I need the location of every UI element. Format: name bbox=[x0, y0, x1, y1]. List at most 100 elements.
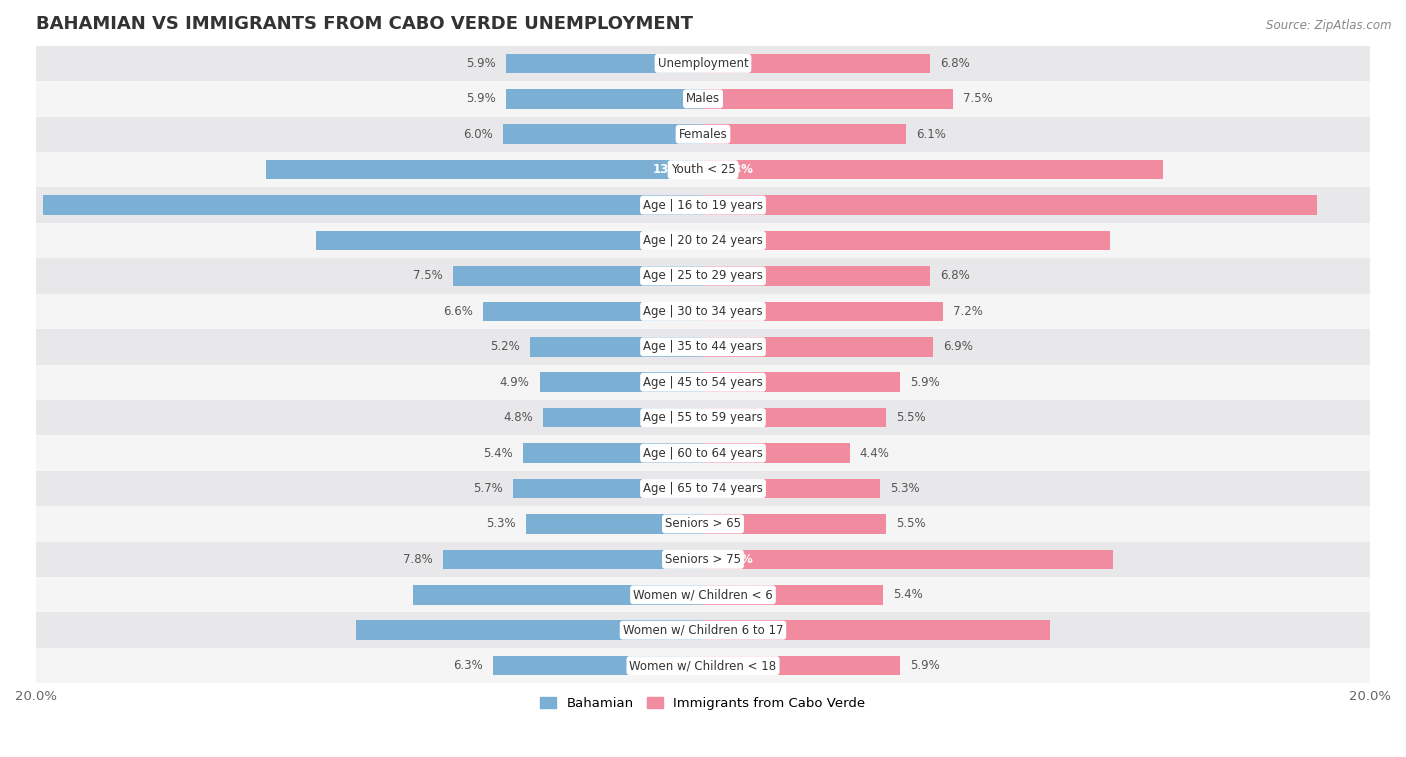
Text: Age | 25 to 29 years: Age | 25 to 29 years bbox=[643, 269, 763, 282]
Bar bbox=[703, 124, 907, 144]
Text: 5.9%: 5.9% bbox=[467, 92, 496, 105]
Text: Unemployment: Unemployment bbox=[658, 57, 748, 70]
Bar bbox=[37, 258, 1369, 294]
Text: 7.5%: 7.5% bbox=[413, 269, 443, 282]
Bar bbox=[703, 195, 1316, 215]
Bar bbox=[37, 81, 1369, 117]
Text: 6.3%: 6.3% bbox=[453, 659, 482, 672]
Text: 5.2%: 5.2% bbox=[489, 341, 520, 354]
Text: 4.8%: 4.8% bbox=[503, 411, 533, 424]
Text: 10.4%: 10.4% bbox=[713, 624, 754, 637]
Bar bbox=[703, 444, 849, 463]
Bar bbox=[266, 160, 703, 179]
Text: 6.9%: 6.9% bbox=[943, 341, 973, 354]
Text: 13.8%: 13.8% bbox=[713, 164, 754, 176]
Text: 4.9%: 4.9% bbox=[499, 375, 530, 388]
Text: 5.5%: 5.5% bbox=[897, 411, 927, 424]
Text: 8.7%: 8.7% bbox=[661, 588, 693, 601]
Bar bbox=[703, 337, 934, 357]
Bar bbox=[543, 408, 703, 428]
Text: 11.6%: 11.6% bbox=[652, 234, 693, 247]
Bar bbox=[526, 514, 703, 534]
Text: 10.4%: 10.4% bbox=[652, 624, 693, 637]
Bar bbox=[443, 550, 703, 569]
Text: 6.1%: 6.1% bbox=[917, 128, 946, 141]
Bar bbox=[37, 117, 1369, 152]
Text: Males: Males bbox=[686, 92, 720, 105]
Bar bbox=[703, 231, 1109, 251]
Bar bbox=[703, 408, 886, 428]
Bar bbox=[703, 656, 900, 675]
Bar bbox=[37, 329, 1369, 365]
Text: 5.4%: 5.4% bbox=[893, 588, 922, 601]
Bar bbox=[703, 160, 1163, 179]
Bar bbox=[513, 478, 703, 498]
Bar bbox=[37, 435, 1369, 471]
Text: 5.9%: 5.9% bbox=[910, 375, 939, 388]
Text: Age | 45 to 54 years: Age | 45 to 54 years bbox=[643, 375, 763, 388]
Bar bbox=[703, 478, 880, 498]
Text: 19.8%: 19.8% bbox=[652, 198, 693, 212]
Text: 6.6%: 6.6% bbox=[443, 305, 472, 318]
Text: Seniors > 75: Seniors > 75 bbox=[665, 553, 741, 565]
Text: 5.3%: 5.3% bbox=[890, 482, 920, 495]
Text: Age | 30 to 34 years: Age | 30 to 34 years bbox=[643, 305, 763, 318]
Bar bbox=[37, 471, 1369, 506]
Text: 6.0%: 6.0% bbox=[463, 128, 494, 141]
Bar bbox=[703, 514, 886, 534]
Text: 18.4%: 18.4% bbox=[713, 198, 754, 212]
Bar bbox=[494, 656, 703, 675]
Text: 5.9%: 5.9% bbox=[910, 659, 939, 672]
Bar bbox=[37, 400, 1369, 435]
Bar bbox=[703, 372, 900, 392]
Bar bbox=[356, 621, 703, 640]
Text: Age | 20 to 24 years: Age | 20 to 24 years bbox=[643, 234, 763, 247]
Text: 5.4%: 5.4% bbox=[484, 447, 513, 459]
Text: Women w/ Children 6 to 17: Women w/ Children 6 to 17 bbox=[623, 624, 783, 637]
Bar bbox=[703, 266, 929, 285]
Bar bbox=[37, 294, 1369, 329]
Bar bbox=[37, 577, 1369, 612]
Text: 5.9%: 5.9% bbox=[467, 57, 496, 70]
Bar bbox=[37, 542, 1369, 577]
Text: 7.2%: 7.2% bbox=[953, 305, 983, 318]
Bar bbox=[413, 585, 703, 605]
Bar bbox=[703, 550, 1114, 569]
Text: Source: ZipAtlas.com: Source: ZipAtlas.com bbox=[1267, 19, 1392, 32]
Bar bbox=[37, 612, 1369, 648]
Text: 7.8%: 7.8% bbox=[404, 553, 433, 565]
Bar bbox=[703, 54, 929, 73]
Text: 5.5%: 5.5% bbox=[897, 518, 927, 531]
Bar bbox=[530, 337, 703, 357]
Bar bbox=[37, 188, 1369, 223]
Bar bbox=[37, 506, 1369, 542]
Text: BAHAMIAN VS IMMIGRANTS FROM CABO VERDE UNEMPLOYMENT: BAHAMIAN VS IMMIGRANTS FROM CABO VERDE U… bbox=[37, 15, 693, 33]
Text: Seniors > 65: Seniors > 65 bbox=[665, 518, 741, 531]
Text: Age | 35 to 44 years: Age | 35 to 44 years bbox=[643, 341, 763, 354]
Bar bbox=[482, 301, 703, 321]
Bar bbox=[703, 585, 883, 605]
Text: 5.3%: 5.3% bbox=[486, 518, 516, 531]
Text: Women w/ Children < 18: Women w/ Children < 18 bbox=[630, 659, 776, 672]
Text: 7.5%: 7.5% bbox=[963, 92, 993, 105]
Text: 5.7%: 5.7% bbox=[474, 482, 503, 495]
Text: 4.4%: 4.4% bbox=[859, 447, 890, 459]
Bar bbox=[316, 231, 703, 251]
Bar bbox=[523, 444, 703, 463]
Bar bbox=[503, 124, 703, 144]
Text: Age | 60 to 64 years: Age | 60 to 64 years bbox=[643, 447, 763, 459]
Bar bbox=[506, 54, 703, 73]
Text: Youth < 25: Youth < 25 bbox=[671, 164, 735, 176]
Bar bbox=[37, 45, 1369, 81]
Bar bbox=[453, 266, 703, 285]
Text: 6.8%: 6.8% bbox=[939, 57, 970, 70]
Bar bbox=[37, 365, 1369, 400]
Text: Women w/ Children < 6: Women w/ Children < 6 bbox=[633, 588, 773, 601]
Text: 12.3%: 12.3% bbox=[713, 553, 754, 565]
Text: 13.1%: 13.1% bbox=[652, 164, 693, 176]
Text: Age | 16 to 19 years: Age | 16 to 19 years bbox=[643, 198, 763, 212]
Text: 6.8%: 6.8% bbox=[939, 269, 970, 282]
Bar bbox=[37, 152, 1369, 188]
Bar bbox=[37, 648, 1369, 684]
Bar bbox=[37, 223, 1369, 258]
